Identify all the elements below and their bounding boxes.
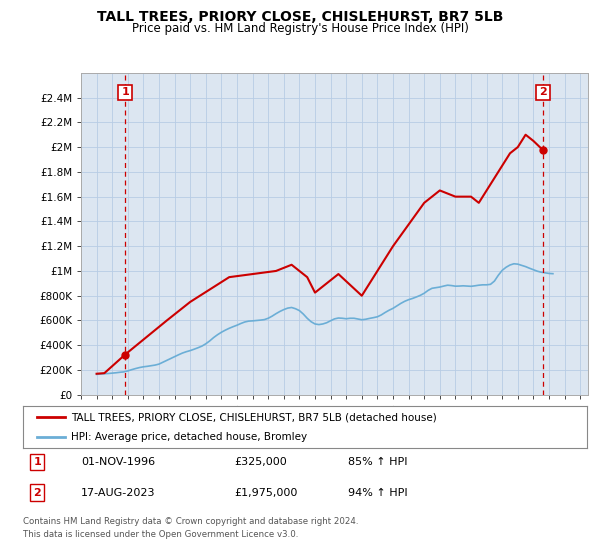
Text: 2: 2 [34, 488, 41, 498]
Text: 85% ↑ HPI: 85% ↑ HPI [348, 457, 407, 467]
Text: 01-NOV-1996: 01-NOV-1996 [81, 457, 155, 467]
Text: 2: 2 [539, 87, 547, 97]
Text: 1: 1 [34, 457, 41, 467]
Text: 1: 1 [121, 87, 129, 97]
Text: Price paid vs. HM Land Registry's House Price Index (HPI): Price paid vs. HM Land Registry's House … [131, 22, 469, 35]
Text: 17-AUG-2023: 17-AUG-2023 [81, 488, 155, 498]
Text: TALL TREES, PRIORY CLOSE, CHISLEHURST, BR7 5LB: TALL TREES, PRIORY CLOSE, CHISLEHURST, B… [97, 10, 503, 24]
Text: £1,975,000: £1,975,000 [234, 488, 298, 498]
Text: 94% ↑ HPI: 94% ↑ HPI [348, 488, 407, 498]
Text: Contains HM Land Registry data © Crown copyright and database right 2024.: Contains HM Land Registry data © Crown c… [23, 517, 358, 526]
Text: TALL TREES, PRIORY CLOSE, CHISLEHURST, BR7 5LB (detached house): TALL TREES, PRIORY CLOSE, CHISLEHURST, B… [71, 412, 436, 422]
Text: £325,000: £325,000 [234, 457, 287, 467]
Text: This data is licensed under the Open Government Licence v3.0.: This data is licensed under the Open Gov… [23, 530, 298, 539]
Text: HPI: Average price, detached house, Bromley: HPI: Average price, detached house, Brom… [71, 432, 307, 442]
